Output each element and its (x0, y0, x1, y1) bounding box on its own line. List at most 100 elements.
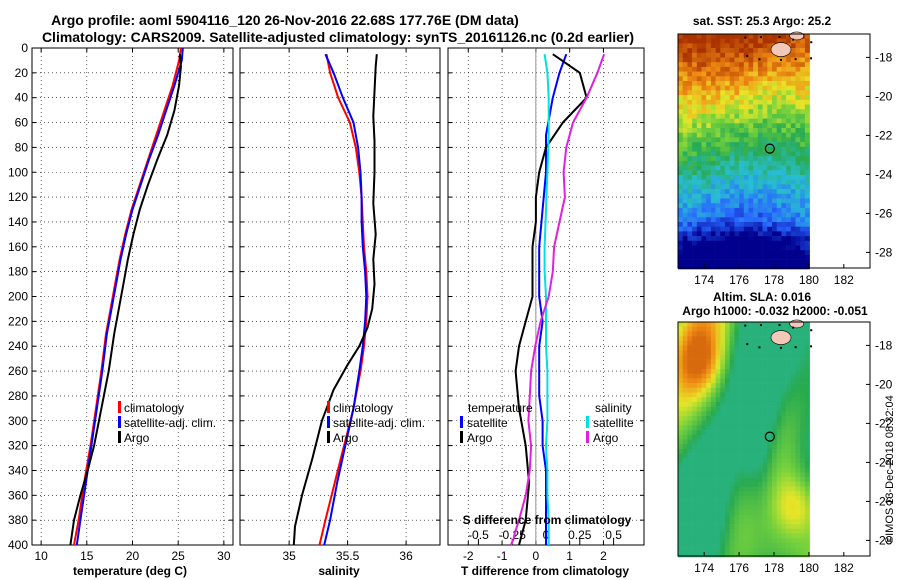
map-cell (800, 156, 806, 162)
map-cell (804, 81, 810, 86)
map-cell (720, 184, 726, 190)
map-cell (710, 322, 716, 327)
map-cell (678, 203, 683, 209)
map-cell (800, 552, 806, 558)
map-cell (772, 397, 777, 403)
map-cell (767, 411, 773, 417)
map-cell (710, 326, 716, 332)
map-cell (701, 373, 707, 379)
map-cell (767, 500, 773, 506)
map-cell (786, 340, 792, 346)
map-cell (757, 137, 763, 143)
map-cell (767, 76, 773, 82)
map-cell (729, 486, 735, 492)
map-cell (687, 48, 693, 54)
map-cell (715, 533, 721, 539)
map-cell (776, 109, 782, 115)
map-cell (781, 170, 787, 176)
map-cell (710, 113, 716, 119)
map-cell (678, 434, 683, 440)
map-cell (781, 231, 787, 237)
y-tick-label: 240 (8, 339, 28, 353)
map-cell (729, 524, 735, 530)
map-cell (748, 113, 754, 119)
map-cell (692, 331, 698, 337)
map-cell (687, 416, 693, 421)
map-cell (696, 397, 702, 403)
map-cell (795, 81, 801, 86)
map-cell (678, 245, 683, 251)
map-cell (682, 113, 688, 119)
map-cell (776, 250, 782, 256)
map-cell (678, 439, 683, 445)
map-cell (701, 212, 707, 218)
map-cell (743, 90, 749, 96)
map-cell (696, 331, 702, 337)
map-cell (696, 373, 702, 379)
map-cell (692, 481, 698, 487)
map-cell (739, 514, 745, 520)
map-cell (748, 254, 754, 260)
map-cell (710, 193, 716, 199)
map-cell (757, 350, 763, 356)
map-cell (682, 477, 688, 483)
map-cell (696, 519, 702, 525)
map-cell (767, 128, 773, 133)
map-cell (692, 472, 698, 478)
map-cell (725, 430, 730, 436)
map-cell (776, 38, 782, 44)
map-cell (706, 95, 712, 101)
map-cell (734, 52, 740, 58)
timestamp: ©IMOS 13-Dec-2018 08:32:04 (884, 395, 896, 544)
map-cell (753, 472, 759, 478)
map-cell (687, 207, 693, 213)
map-cell (762, 254, 768, 260)
map-cell (795, 416, 801, 421)
map-cell (781, 359, 787, 365)
map-cell (715, 416, 721, 421)
map-cell (804, 533, 810, 539)
map-cell (753, 226, 759, 232)
map-cell (753, 500, 759, 506)
map-cell (734, 34, 740, 39)
map-cell (800, 392, 806, 398)
map-cell (687, 369, 693, 374)
map-cell (790, 222, 796, 227)
map-cell (720, 387, 726, 393)
map-cell (800, 406, 806, 412)
map-cell (790, 81, 796, 86)
map-cell (743, 524, 749, 530)
map-cell (687, 397, 693, 403)
map-cell (692, 165, 698, 171)
map-cell (725, 156, 730, 162)
map-cell (748, 495, 754, 501)
map-cell (692, 156, 698, 162)
map-cell (687, 113, 693, 119)
map-cell (678, 81, 683, 86)
map-cell (772, 538, 777, 544)
map-cell (762, 538, 768, 544)
map-cell (781, 226, 787, 232)
map-cell (701, 71, 707, 77)
series-line-s-argo (509, 53, 606, 546)
map-cell (696, 113, 702, 119)
map-cell (757, 151, 763, 157)
map-cell (715, 240, 721, 246)
map-cell (767, 495, 773, 501)
map-cell (776, 420, 782, 426)
map-cell (753, 350, 759, 356)
map-cell (757, 240, 763, 246)
map-cell (725, 495, 730, 501)
map-cell (739, 444, 745, 450)
map-cell (776, 217, 782, 223)
legend-swatch-s-satellite (586, 416, 589, 428)
map-cell (767, 416, 773, 421)
map-cell (696, 387, 702, 393)
map-cell (762, 542, 768, 548)
map-cell (786, 66, 792, 72)
map-cell (678, 193, 683, 199)
map-cell (692, 406, 698, 412)
map-cell (696, 552, 702, 558)
map-cell (739, 113, 745, 119)
map-cell (720, 175, 726, 180)
